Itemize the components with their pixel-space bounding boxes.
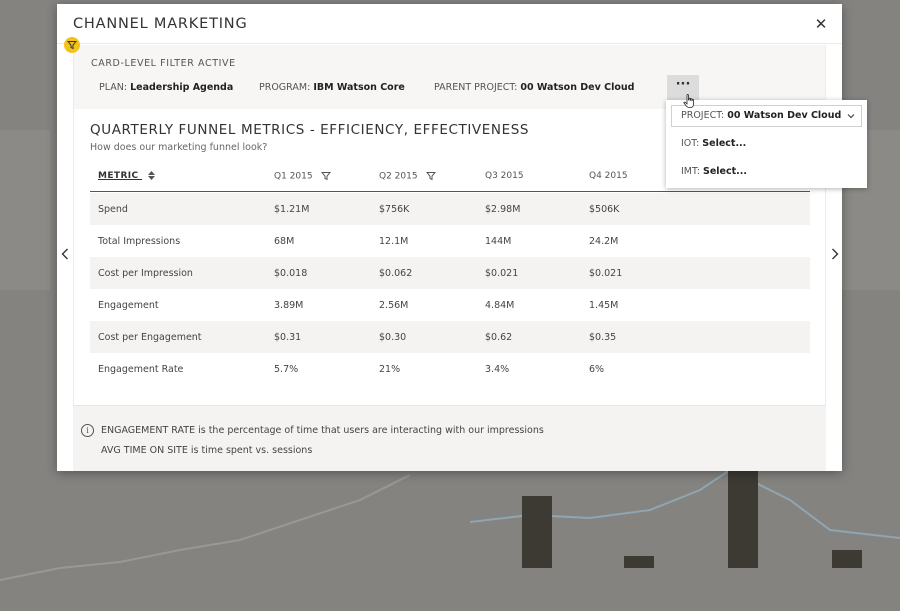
project-select-value: 00 Watson Dev Cloud bbox=[727, 110, 842, 121]
filter-program[interactable]: PROGRAM: IBM Watson Core bbox=[259, 82, 405, 93]
cell-q4: 1.45M bbox=[589, 300, 619, 311]
column-header-q3[interactable]: Q3 2015 bbox=[485, 171, 524, 181]
filter-plan-label: PLAN: bbox=[99, 82, 128, 93]
filter-parent-project[interactable]: PARENT PROJECT: 00 Watson Dev Cloud bbox=[434, 82, 634, 93]
cell-q2: $756K bbox=[379, 204, 410, 215]
cell-metric: Cost per Impression bbox=[98, 268, 193, 279]
more-filters-button[interactable]: ··· bbox=[667, 75, 699, 101]
cell-q4: $0.021 bbox=[589, 268, 623, 279]
close-icon: ✕ bbox=[814, 15, 828, 33]
column-header-metric[interactable]: METRIC bbox=[98, 171, 156, 181]
chevron-left-icon bbox=[61, 248, 68, 260]
filter-parent-project-value: 00 Watson Dev Cloud bbox=[520, 82, 635, 93]
chevron-down-icon bbox=[847, 114, 855, 119]
cell-q3: $0.021 bbox=[485, 268, 519, 279]
table-row: Cost per Impression $0.018 $0.062 $0.021… bbox=[90, 257, 810, 289]
cell-q3: $0.62 bbox=[485, 332, 513, 343]
background-line-chart bbox=[0, 474, 411, 581]
sort-icon bbox=[148, 171, 156, 180]
cell-q3: $2.98M bbox=[485, 204, 521, 215]
column-header-q1-label: Q1 2015 bbox=[274, 171, 313, 182]
background-bar-chart bbox=[470, 470, 900, 568]
background-panel bbox=[0, 130, 50, 290]
funnel-icon bbox=[67, 41, 77, 50]
table-row: Engagement Rate 5.7% 21% 3.4% 6% bbox=[90, 353, 810, 385]
cell-metric: Total Impressions bbox=[98, 236, 181, 247]
cell-metric: Spend bbox=[98, 204, 128, 215]
channel-marketing-modal: CHANNEL MARKETING ✕ CARD-LEVEL FILTER AC… bbox=[57, 4, 842, 471]
table-row: Cost per Engagement $0.31 $0.30 $0.62 $0… bbox=[90, 321, 810, 353]
project-select-label: PROJECT: bbox=[681, 110, 725, 121]
cell-q2: 2.56M bbox=[379, 300, 409, 311]
project-select[interactable]: PROJECT: 00 Watson Dev Cloud bbox=[671, 105, 862, 127]
cell-q1: $1.21M bbox=[274, 204, 310, 215]
next-card-button[interactable] bbox=[828, 248, 842, 268]
column-header-q2-label: Q2 2015 bbox=[379, 171, 418, 182]
iot-select-label: IOT: bbox=[681, 138, 700, 149]
modal-title: CHANNEL MARKETING bbox=[73, 16, 248, 32]
cell-q1: $0.31 bbox=[274, 332, 302, 343]
modal-header: CHANNEL MARKETING ✕ bbox=[57, 4, 842, 44]
cell-q1: $0.018 bbox=[274, 268, 308, 279]
cell-q1: 3.89M bbox=[274, 300, 304, 311]
cell-metric: Engagement bbox=[98, 300, 159, 311]
cell-q2: $0.30 bbox=[379, 332, 407, 343]
chevron-right-icon bbox=[832, 248, 839, 260]
cell-q3: 144M bbox=[485, 236, 512, 247]
cell-q4: $506K bbox=[589, 204, 620, 215]
column-header-metric-label: METRIC bbox=[98, 171, 139, 181]
cell-q4: $0.35 bbox=[589, 332, 617, 343]
table-row: Engagement 3.89M 2.56M 4.84M 1.45M bbox=[90, 289, 810, 321]
table-header: METRIC Q1 2015 Q2 2015 Q3 2015 Q4 2015 bbox=[90, 161, 810, 192]
previous-card-button[interactable] bbox=[58, 248, 72, 268]
filter-active-label: CARD-LEVEL FILTER ACTIVE bbox=[91, 58, 236, 69]
cell-q2: 21% bbox=[379, 364, 401, 375]
note-avg-time-on-site: AVG TIME ON SITE is time spent vs. sessi… bbox=[101, 445, 313, 456]
cell-q1: 5.7% bbox=[274, 364, 299, 375]
imt-select-label: IMT: bbox=[681, 166, 700, 177]
filter-parent-project-label: PARENT PROJECT: bbox=[434, 82, 518, 93]
iot-select[interactable]: IOT: Select... bbox=[681, 138, 746, 149]
table-row: Total Impressions 68M 12.1M 144M 24.2M bbox=[90, 225, 810, 257]
imt-select-value: Select... bbox=[703, 166, 747, 177]
info-icon: i bbox=[81, 424, 94, 437]
filter-popover: PROJECT: 00 Watson Dev Cloud IOT: Select… bbox=[666, 100, 867, 188]
filter-program-value: IBM Watson Core bbox=[313, 82, 405, 93]
cell-metric: Engagement Rate bbox=[98, 364, 184, 375]
cell-q2: 12.1M bbox=[379, 236, 409, 247]
cell-q2: $0.062 bbox=[379, 268, 413, 279]
funnel-icon bbox=[321, 172, 332, 181]
filter-active-badge bbox=[64, 37, 80, 53]
filter-program-label: PROGRAM: bbox=[259, 82, 311, 93]
iot-select-value: Select... bbox=[702, 138, 747, 149]
filter-plan[interactable]: PLAN: Leadership Agenda bbox=[99, 82, 233, 93]
table-row: Spend $1.21M $756K $2.98M $506K bbox=[90, 193, 810, 225]
cell-q4: 6% bbox=[589, 364, 605, 375]
column-header-q1[interactable]: Q1 2015 bbox=[274, 171, 332, 182]
cell-q4: 24.2M bbox=[589, 236, 619, 247]
imt-select[interactable]: IMT: Select... bbox=[681, 166, 747, 177]
footer-note: i ENGAGEMENT RATE is the percentage of t… bbox=[73, 405, 826, 471]
card-subtitle: How does our marketing funnel look? bbox=[90, 142, 268, 153]
filter-plan-value: Leadership Agenda bbox=[130, 82, 234, 93]
close-button[interactable]: ✕ bbox=[812, 15, 830, 33]
cell-q1: 68M bbox=[274, 236, 295, 247]
cell-metric: Cost per Engagement bbox=[98, 332, 202, 343]
hand-cursor-icon bbox=[683, 94, 694, 108]
table-body: Spend $1.21M $756K $2.98M $506K Total Im… bbox=[90, 193, 810, 385]
funnel-icon bbox=[426, 172, 437, 181]
cell-q3: 4.84M bbox=[485, 300, 515, 311]
column-header-q2[interactable]: Q2 2015 bbox=[379, 171, 437, 182]
note-engagement-rate: ENGAGEMENT RATE is the percentage of tim… bbox=[101, 425, 544, 436]
card-title: QUARTERLY FUNNEL METRICS - EFFICIENCY, E… bbox=[90, 122, 530, 138]
column-header-q4[interactable]: Q4 2015 bbox=[589, 171, 628, 181]
cell-q3: 3.4% bbox=[485, 364, 510, 375]
card-filter-area: CARD-LEVEL FILTER ACTIVE PLAN: Leadershi… bbox=[73, 45, 826, 109]
